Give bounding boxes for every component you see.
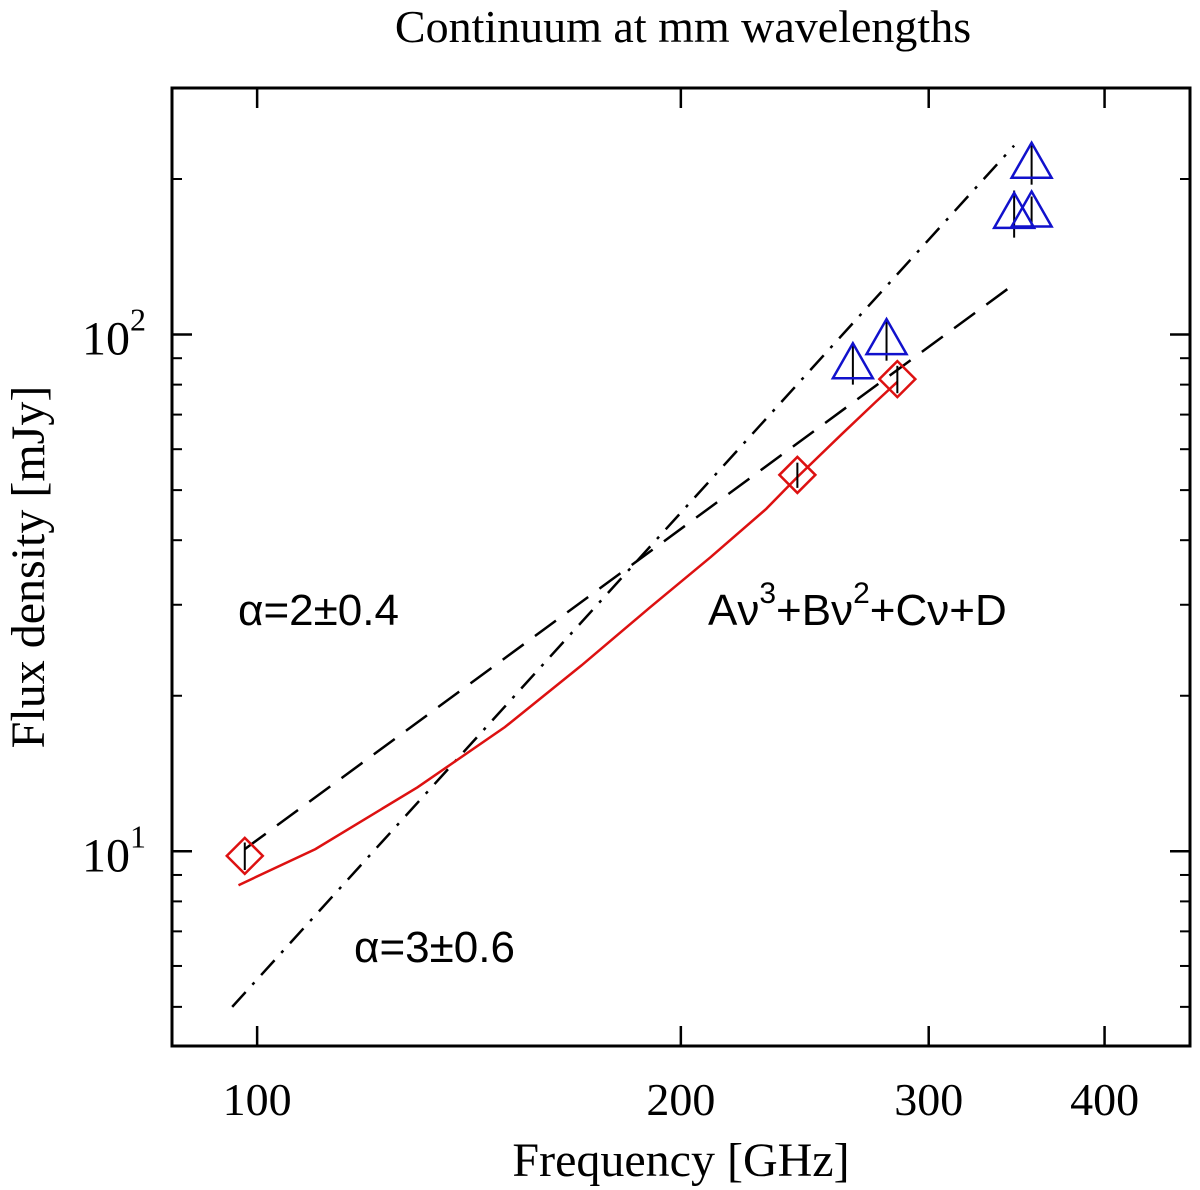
y-tick-label: 101: [82, 818, 146, 882]
y-tick-label: 102: [82, 302, 146, 366]
fit-lines: [231, 144, 1016, 1008]
data-markers: [225, 140, 1054, 876]
alpha3-annotation: α=3±0.6: [354, 923, 515, 972]
poly-exp-3: 3: [759, 577, 776, 610]
triangle-marker: [991, 190, 1037, 230]
y-tick-exponent: 1: [130, 818, 146, 854]
triangle-marker: [1009, 189, 1054, 228]
alpha2-annotation: α=2±0.4: [238, 586, 399, 635]
y-axis-label: Flux density [mJy]: [2, 386, 55, 749]
poly-exp-2: 2: [853, 577, 870, 610]
fit-line-alpha3: [231, 144, 1016, 1008]
triangle-marker: [1009, 140, 1054, 180]
poly-term-a: Aν: [708, 586, 759, 635]
polynomial-annotation: Aν3+Bν2+Cν+D: [708, 577, 1007, 635]
diamond-marker: [877, 359, 918, 399]
error-bars: [243, 142, 1033, 871]
fit-line-alpha2: [244, 283, 1015, 851]
diamond-marker: [777, 455, 818, 495]
y-tick-base: 10: [82, 829, 130, 882]
minor-ticks: [172, 177, 1190, 1008]
triangle-marker: [830, 340, 876, 380]
plot-frame: [170, 86, 1192, 1048]
x-tick-label: 100: [223, 1074, 292, 1125]
x-tick-label: 400: [1070, 1074, 1139, 1125]
diamond-marker: [225, 836, 265, 876]
triangle-marker: [864, 316, 909, 356]
y-tick-base: 10: [82, 313, 130, 366]
poly-term-b: +Bν: [776, 586, 853, 635]
y-tick-exponent: 2: [130, 302, 146, 338]
fit-line-cubic: [237, 380, 899, 887]
poly-term-cd: +Cν+D: [870, 586, 1007, 635]
x-tick-label: 300: [894, 1074, 963, 1125]
x-tick-label: 200: [646, 1074, 715, 1125]
x-axis-ticks: 100 200 300 400: [223, 88, 1139, 1125]
x-axis-label: Frequency [GHz]: [512, 1134, 849, 1187]
chart-title: Continuum at mm wavelengths: [395, 1, 971, 52]
